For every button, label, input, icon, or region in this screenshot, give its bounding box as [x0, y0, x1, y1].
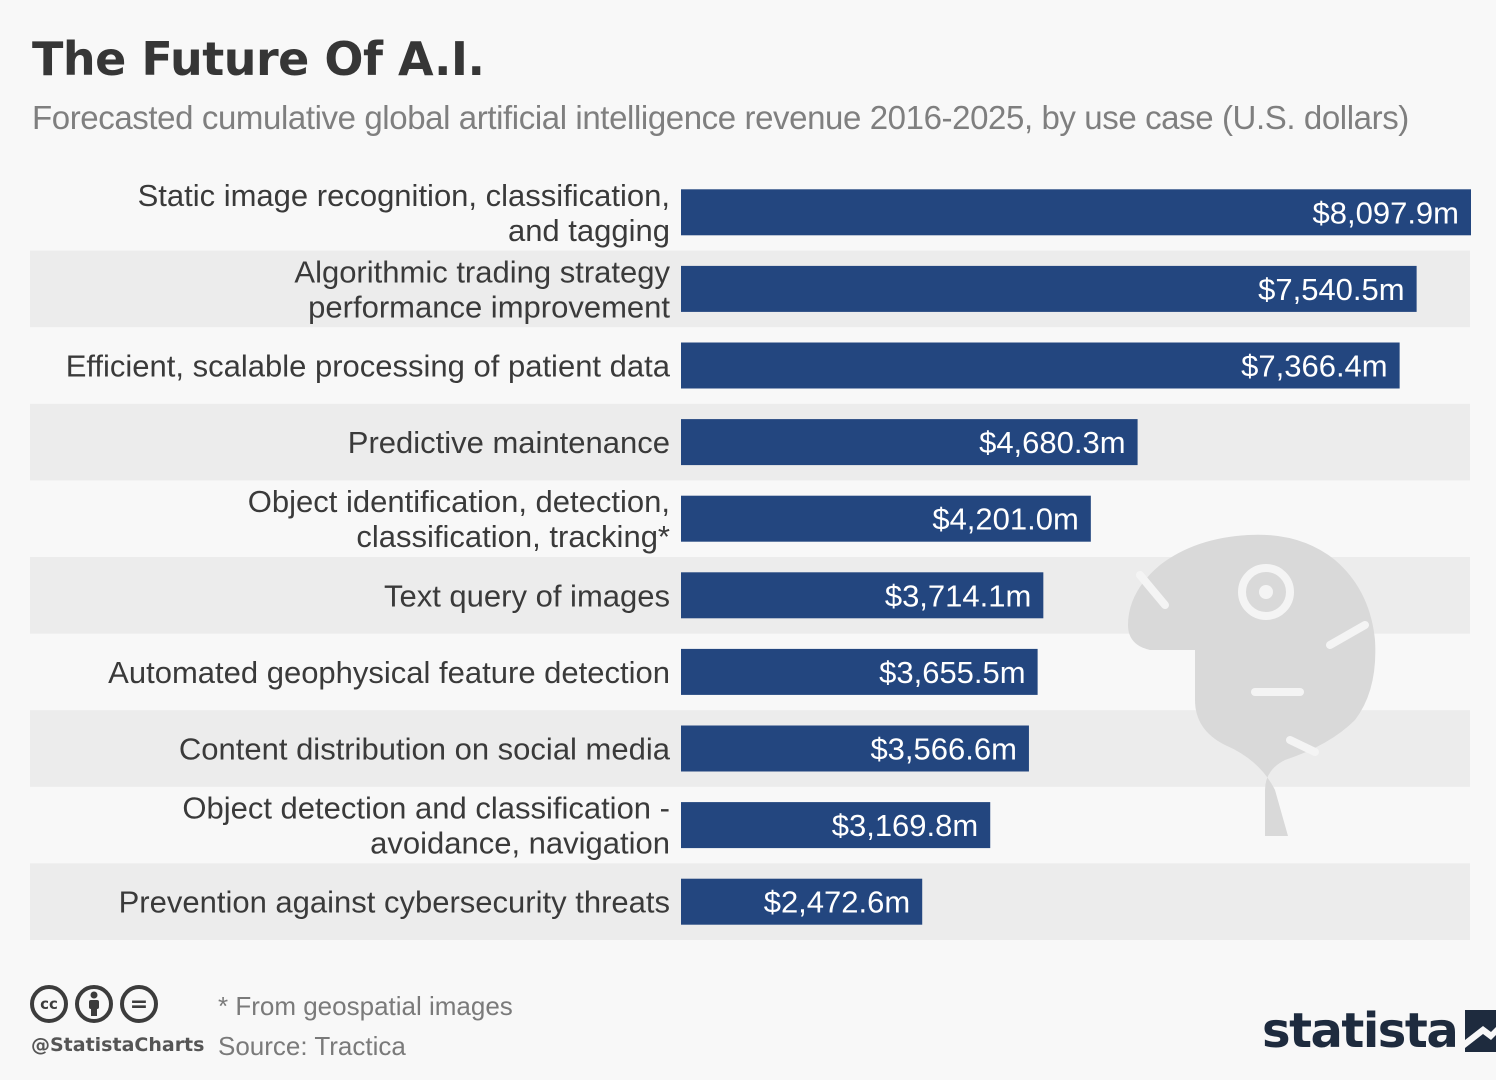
bar-value-label: $4,680.3m	[979, 425, 1126, 460]
category-label: performance improvement	[308, 289, 670, 324]
bar-value-label: $3,566.6m	[870, 732, 1017, 767]
license-icons: cc =	[30, 985, 158, 1023]
bar[interactable]	[681, 725, 1029, 772]
category-label: Object detection and classification -	[182, 791, 670, 826]
category-label: classification, tracking*	[356, 519, 670, 554]
category-labels: Static image recognition, classification…	[66, 178, 671, 920]
bar-chart: $8,097.9m $7,540.5m $7,366.4m $4,680.3m $4,2…	[30, 178, 1471, 940]
bar-value-label: $2,472.6m	[764, 885, 911, 920]
category-label: avoidance, navigation	[370, 826, 670, 861]
bar-value-label: $7,366.4m	[1241, 349, 1388, 384]
twitter-handle[interactable]: @StatistaCharts	[31, 1034, 205, 1056]
bars: $8,097.9m $7,540.5m $7,366.4m $4,680.3m $4,2…	[681, 189, 1471, 925]
bar-value-label: $3,169.8m	[832, 808, 979, 843]
category-label: Efficient, scalable processing of patien…	[66, 349, 671, 384]
brand-wordmark: statista	[1262, 1003, 1459, 1059]
category-label: Prevention against cybersecurity threats	[119, 885, 670, 920]
bar[interactable]	[681, 572, 1044, 619]
chart-title: The Future Of A.I.	[32, 32, 485, 86]
statista-mark-icon	[1465, 1010, 1496, 1052]
bar[interactable]	[681, 419, 1138, 466]
bar[interactable]	[681, 265, 1417, 312]
nd-icon[interactable]: =	[120, 985, 158, 1023]
bar[interactable]	[681, 189, 1471, 236]
footnote: * From geospatial images	[218, 991, 513, 1021]
category-label: Object identification, detection,	[248, 484, 670, 519]
person-icon	[89, 991, 99, 1016]
by-icon[interactable]	[75, 985, 113, 1023]
category-label: Algorithmic trading strategy	[294, 254, 670, 289]
bar-value-label: $3,655.5m	[879, 655, 1026, 690]
bar-value-label: $3,714.1m	[885, 578, 1032, 613]
category-label: Predictive maintenance	[348, 425, 670, 460]
bar-value-label: $4,201.0m	[932, 502, 1079, 537]
source: Source: Tractica	[218, 1031, 406, 1061]
bar[interactable]	[681, 495, 1091, 542]
statista-logo[interactable]: statista	[1262, 1003, 1496, 1059]
footnote-area: * From geospatial images Source: Tractic…	[218, 986, 513, 1066]
category-label: Content distribution on social media	[179, 732, 671, 767]
category-label: Text query of images	[384, 578, 670, 613]
bar[interactable]	[681, 648, 1038, 695]
category-label: Static image recognition, classification…	[138, 178, 670, 213]
bar[interactable]	[681, 802, 991, 849]
category-label: Automated geophysical feature detection	[108, 655, 670, 690]
chart-subtitle: Forecasted cumulative global artificial …	[32, 99, 1409, 136]
bar-value-label: $8,097.9m	[1313, 195, 1460, 230]
brain-head-watermark-icon	[1128, 534, 1376, 836]
category-label: and tagging	[508, 213, 670, 248]
bar[interactable]	[681, 878, 923, 925]
cc-icon[interactable]: cc	[30, 985, 68, 1023]
bar[interactable]	[681, 342, 1400, 389]
bar-value-label: $7,540.5m	[1258, 272, 1405, 307]
